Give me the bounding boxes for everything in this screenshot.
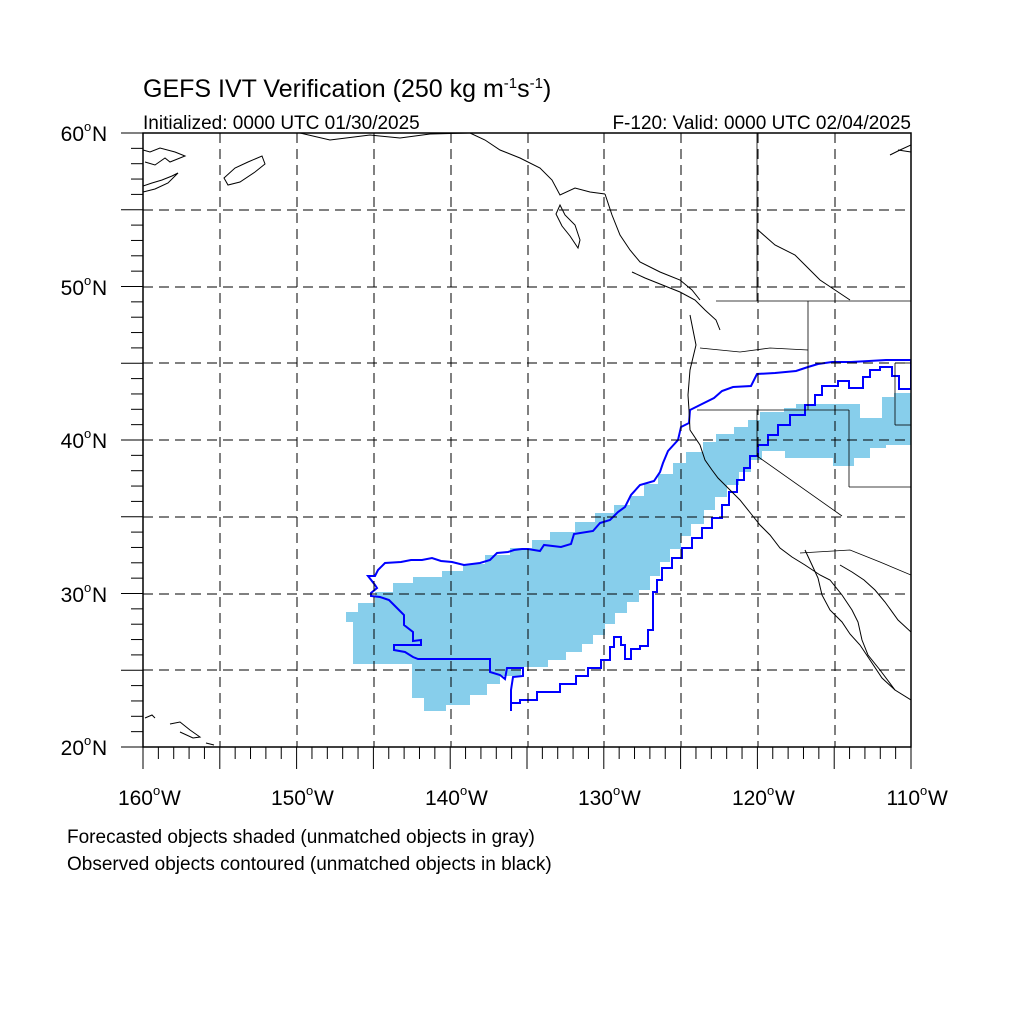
lon-label-120: 120 (732, 787, 767, 810)
lat-degree: o (84, 580, 91, 595)
lon-label-130: 130 (578, 787, 613, 810)
lat-suffix: N (92, 277, 107, 300)
lat-label-50: 50 (61, 277, 84, 300)
lat-label-30: 30 (61, 584, 84, 607)
lat-suffix: N (92, 430, 107, 453)
tick-marks (121, 132, 912, 769)
observed-ivt-contour (365, 359, 911, 711)
forecast-ivt-object (346, 393, 911, 711)
lon-suffix: W (468, 787, 488, 810)
footer-forecast-note: Forecasted objects shaded (unmatched obj… (67, 827, 535, 848)
lon-label-110: 110 (887, 787, 920, 810)
lon-degree: o (613, 783, 620, 798)
lon-label-140: 140 (425, 787, 460, 810)
lat-degree: o (84, 733, 91, 748)
lon-degree: o (306, 783, 313, 798)
lon-degree-marks: o o o o o o (153, 783, 927, 798)
lon-degree: o (920, 783, 927, 798)
lat-labels: 60 50 40 30 20 (61, 123, 84, 760)
state-borders (697, 133, 911, 576)
coastlines (143, 133, 911, 746)
lat-suffix: N (92, 584, 107, 607)
lon-degree: o (767, 783, 774, 798)
lat-degree-marks: o o o o o (84, 119, 91, 748)
lat-suffix: N (92, 737, 107, 760)
init-time-label: Initialized: 0000 UTC 01/30/2025 (143, 113, 420, 134)
lat-degree: o (84, 273, 91, 288)
lat-degree: o (84, 119, 91, 134)
lon-degree: o (460, 783, 467, 798)
lon-suffix: W (161, 787, 181, 810)
lat-label-20: 20 (61, 737, 84, 760)
lon-suffix: W (621, 787, 641, 810)
lon-suffixes: W W W W W W (161, 787, 948, 810)
lat-suffixes: N N N N N (92, 123, 107, 760)
lat-label-40: 40 (61, 430, 84, 453)
lon-suffix: W (928, 787, 948, 810)
valid-time-label: F-120: Valid: 0000 UTC 02/04/2025 (612, 113, 911, 134)
lat-degree: o (84, 426, 91, 441)
lon-label-160: 160 (118, 787, 153, 810)
lon-suffix: W (314, 787, 334, 810)
lon-degree: o (153, 783, 160, 798)
lat-lon-grid (143, 133, 911, 747)
lat-label-60: 60 (61, 123, 84, 146)
lon-label-150: 150 (271, 787, 306, 810)
lon-suffix: W (775, 787, 795, 810)
lon-labels: 160 150 140 130 120 110 (118, 787, 920, 810)
footer-observed-note: Observed objects contoured (unmatched ob… (67, 854, 552, 875)
figure-title: GEFS IVT Verification (250 kg m-1s-1) (143, 75, 551, 103)
lat-suffix: N (92, 123, 107, 146)
